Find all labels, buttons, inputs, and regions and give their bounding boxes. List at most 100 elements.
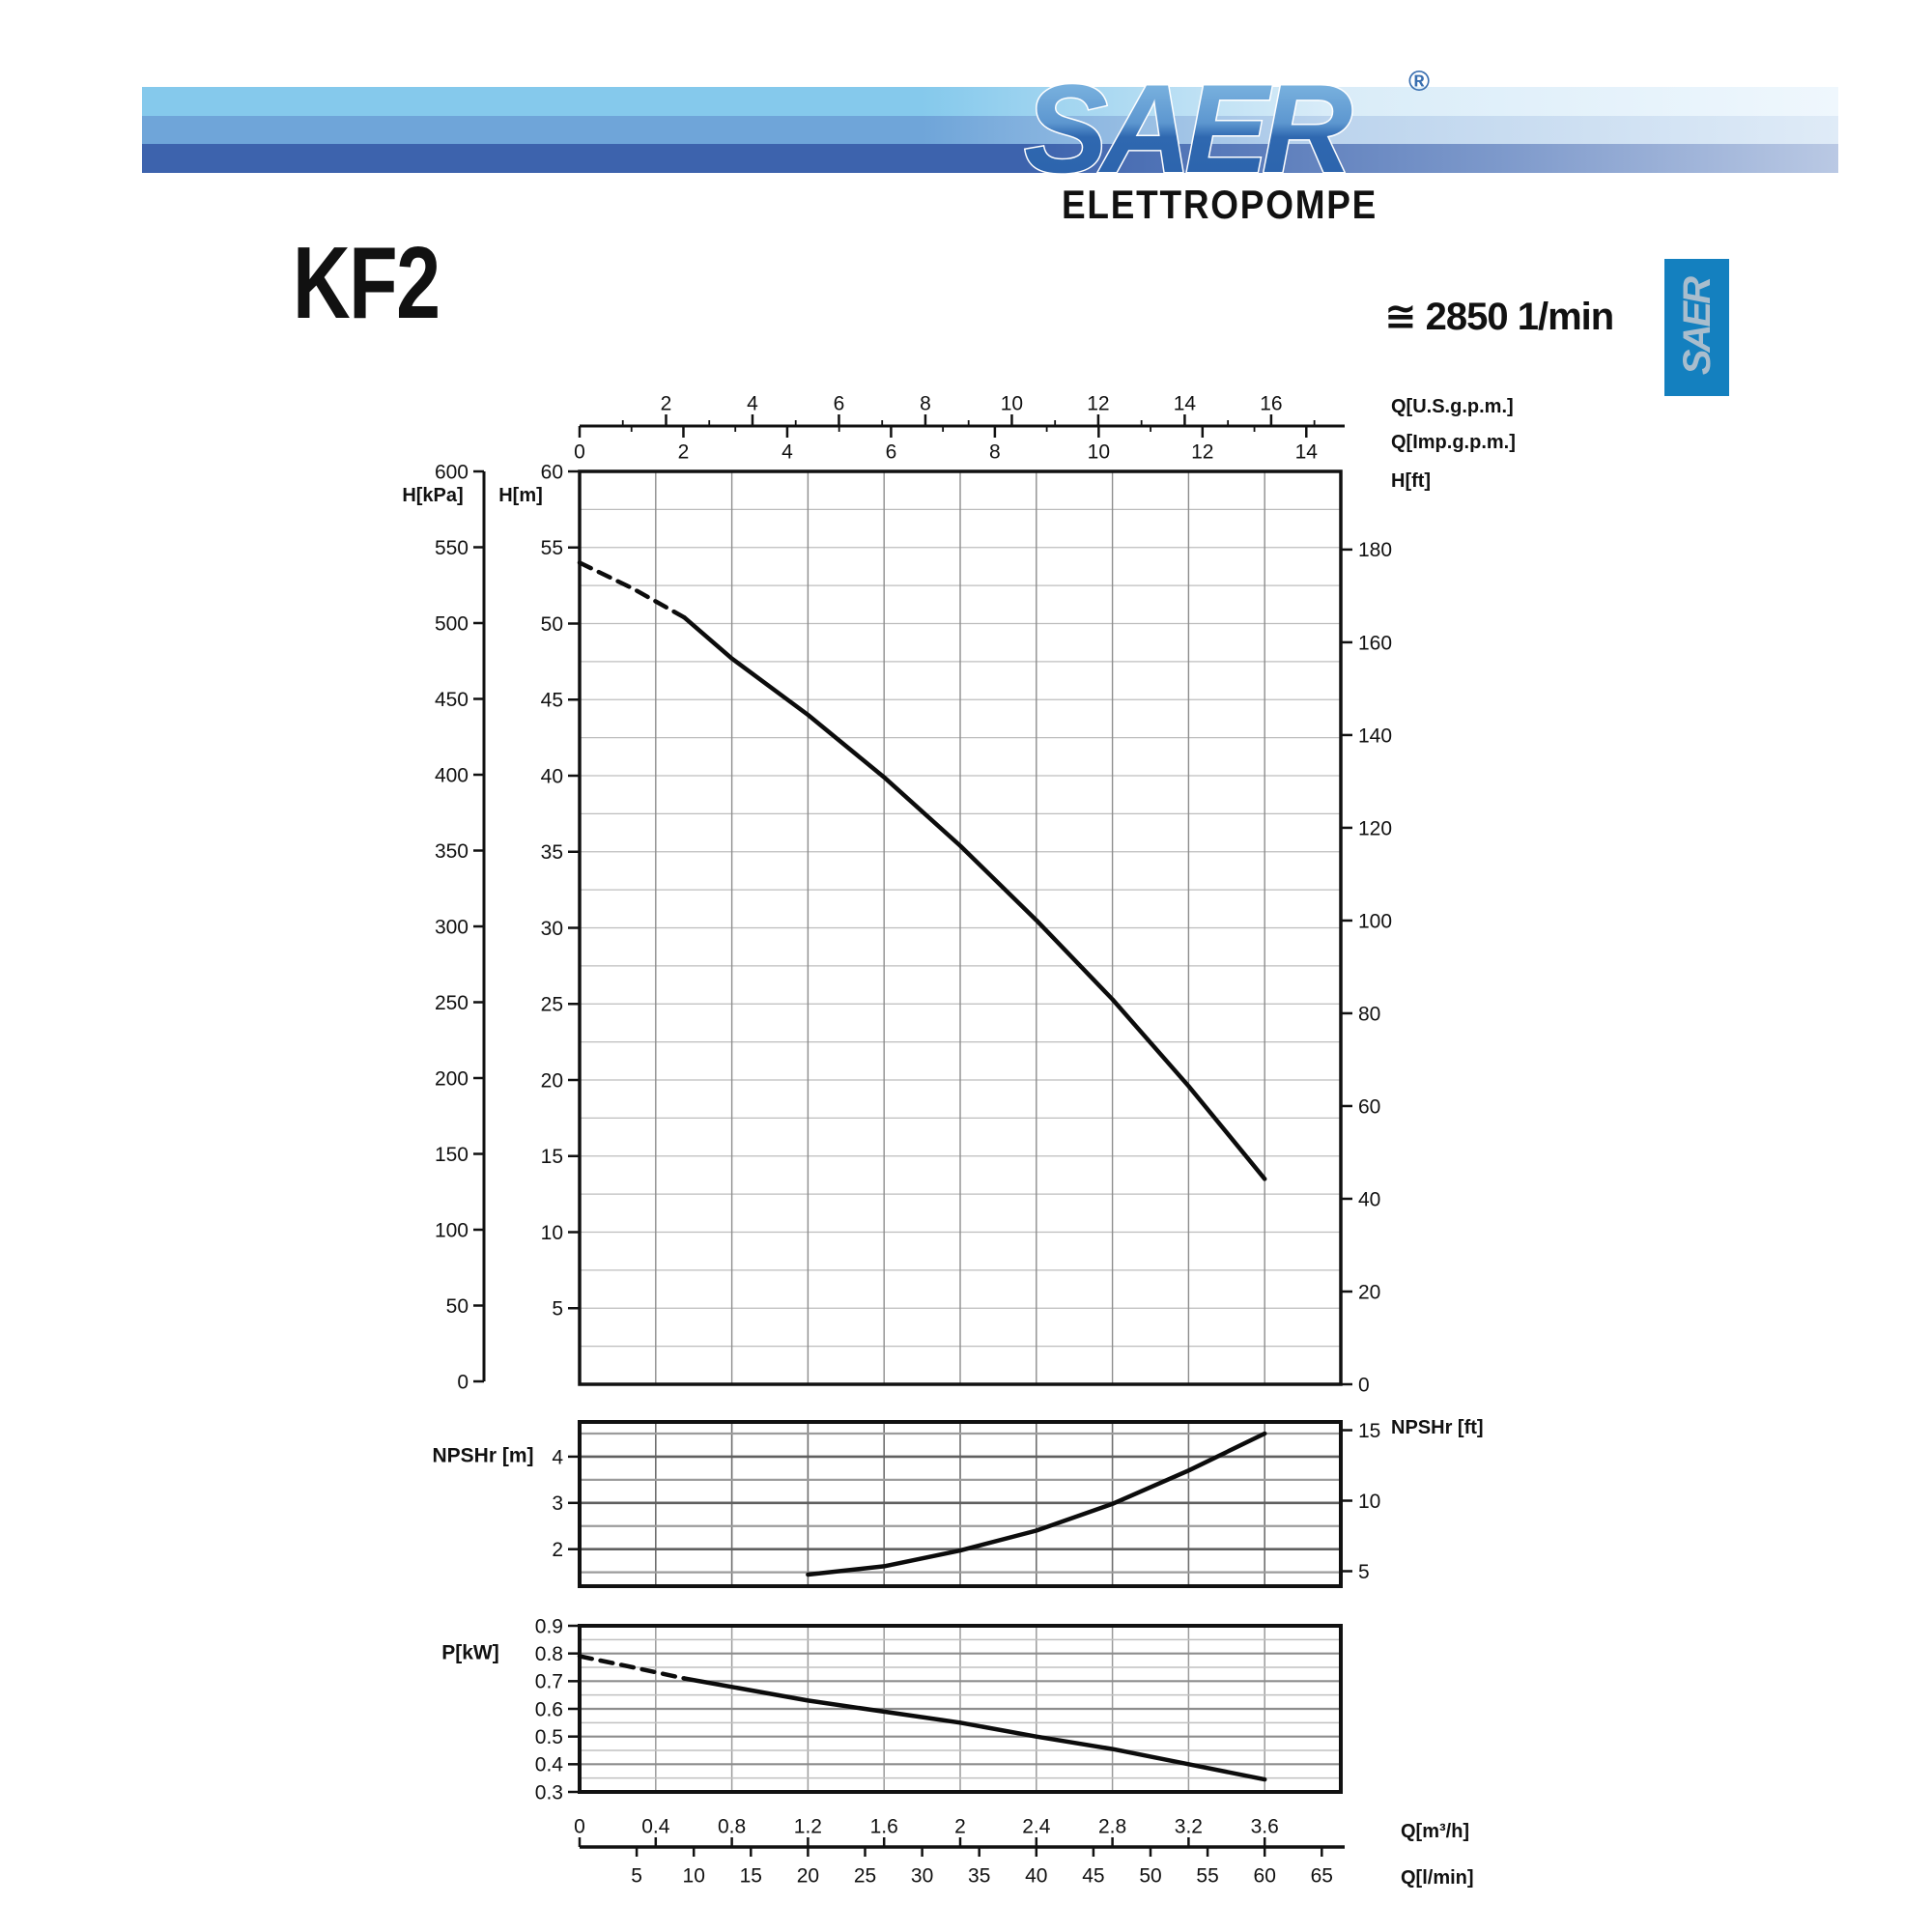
usgpm-tick-label: 2 xyxy=(661,392,672,414)
lmin-tick-label: 10 xyxy=(683,1864,705,1887)
impgpm-tick-label: 6 xyxy=(886,440,897,463)
banner-band-bottom xyxy=(142,144,1838,173)
hq-curve-dashed xyxy=(577,560,687,620)
m3h-tick-label: 2.4 xyxy=(1022,1815,1051,1837)
h-m-tick-label: 15 xyxy=(541,1146,563,1168)
npshr-m-tick-label: 2 xyxy=(552,1539,563,1561)
m3h-tick-label: 0.4 xyxy=(641,1815,670,1837)
power-tick-label: 0.6 xyxy=(535,1698,563,1720)
power-curve xyxy=(682,1676,1267,1782)
axis-unit-qm3h: Q[m³/h] xyxy=(1401,1821,1469,1842)
h-ft-tick-label: 0 xyxy=(1358,1374,1370,1396)
impgpm-tick-label: 8 xyxy=(989,440,1001,463)
impgpm-tick-label: 2 xyxy=(678,440,690,463)
axis-unit-npshr-m: NPSHr [m] xyxy=(432,1444,533,1466)
h-m-tick-label: 20 xyxy=(541,1069,563,1092)
m3h-tick-label: 3.2 xyxy=(1175,1815,1203,1837)
h-kpa-tick-label: 400 xyxy=(435,764,469,786)
m3h-tick-label: 1.6 xyxy=(870,1815,898,1837)
axis-unit-pkw: P[kW] xyxy=(441,1641,499,1663)
m3h-tick-label: 3.6 xyxy=(1251,1815,1279,1837)
lmin-tick-label: 50 xyxy=(1139,1864,1161,1887)
h-m-tick-label: 35 xyxy=(541,841,563,864)
h-m-tick-label: 40 xyxy=(541,765,563,787)
lmin-tick-label: 25 xyxy=(854,1864,876,1887)
hq-curve xyxy=(682,614,1267,1181)
axis-unit-hft: H[ft] xyxy=(1391,470,1431,492)
npshr-m-tick-label: 3 xyxy=(552,1492,563,1515)
brand-subtitle: ELETTROPOMPE xyxy=(1062,182,1378,227)
h-kpa-tick-label: 150 xyxy=(435,1144,469,1166)
banner-band-top xyxy=(142,87,1838,116)
usgpm-tick-label: 10 xyxy=(1001,392,1023,414)
npshr-ft-tick-label: 5 xyxy=(1358,1561,1370,1583)
h-kpa-tick-label: 450 xyxy=(435,689,469,711)
usgpm-tick-label: 14 xyxy=(1174,392,1197,414)
usgpm-tick-label: 16 xyxy=(1260,392,1282,414)
usgpm-tick-label: 8 xyxy=(920,392,931,414)
h-ft-tick-label: 160 xyxy=(1358,632,1392,654)
h-kpa-tick-label: 0 xyxy=(457,1371,469,1393)
m3h-tick-label: 0 xyxy=(574,1815,585,1837)
registered-trademark-icon: ® xyxy=(1408,66,1430,98)
h-ft-tick-label: 180 xyxy=(1358,539,1392,561)
h-kpa-tick-label: 350 xyxy=(435,840,469,863)
power-curve-dashed xyxy=(577,1654,687,1681)
h-kpa-tick-label: 250 xyxy=(435,992,469,1014)
h-m-tick-label: 10 xyxy=(541,1222,563,1244)
lmin-tick-label: 20 xyxy=(797,1864,819,1887)
axis-unit-qlmin: Q[l/min] xyxy=(1401,1867,1474,1889)
h-m-tick-label: 5 xyxy=(552,1298,563,1321)
impgpm-tick-label: 10 xyxy=(1088,440,1110,463)
m3h-tick-label: 2 xyxy=(954,1815,966,1837)
power-tick-label: 0.7 xyxy=(535,1671,563,1693)
impgpm-tick-label: 4 xyxy=(781,440,793,463)
npshr-ft-tick-label: 10 xyxy=(1358,1491,1380,1513)
impgpm-tick-label: 14 xyxy=(1295,440,1319,463)
axis-unit-npshr-ft: NPSHr [ft] xyxy=(1391,1417,1484,1438)
m3h-tick-label: 0.8 xyxy=(718,1815,746,1837)
brand-logo-text: SAER xyxy=(1024,58,1351,197)
h-kpa-tick-label: 300 xyxy=(435,916,469,938)
h-kpa-tick-label: 100 xyxy=(435,1219,469,1241)
power-tick-label: 0.4 xyxy=(535,1754,564,1776)
lmin-tick-label: 45 xyxy=(1082,1864,1104,1887)
axis-unit-hm: H[m] xyxy=(498,485,543,506)
banner-band-middle xyxy=(142,116,1838,144)
power-tick-label: 0.8 xyxy=(535,1643,563,1665)
power-tick-label: 0.5 xyxy=(535,1726,563,1748)
h-m-tick-label: 55 xyxy=(541,537,563,559)
h-m-tick-label: 60 xyxy=(541,461,563,483)
h-kpa-tick-label: 500 xyxy=(435,612,469,635)
lmin-tick-label: 35 xyxy=(968,1864,990,1887)
h-m-tick-label: 50 xyxy=(541,613,563,636)
power-tick-label: 0.3 xyxy=(535,1781,563,1804)
lmin-tick-label: 5 xyxy=(631,1864,642,1887)
axis-unit-usgpm: Q[U.S.g.p.m.] xyxy=(1391,396,1514,417)
impgpm-tick-label: 0 xyxy=(574,440,585,463)
side-tab: SAER xyxy=(1664,259,1729,396)
lmin-tick-label: 15 xyxy=(740,1864,762,1887)
brand-logo: SAER ® xyxy=(1023,57,1431,198)
h-kpa-tick-label: 200 xyxy=(435,1067,469,1090)
lmin-tick-label: 40 xyxy=(1025,1864,1047,1887)
h-m-tick-label: 30 xyxy=(541,918,563,940)
h-kpa-tick-label: 50 xyxy=(446,1295,469,1318)
lmin-tick-label: 65 xyxy=(1311,1864,1333,1887)
npshr-m-tick-label: 4 xyxy=(552,1446,563,1468)
h-ft-tick-label: 100 xyxy=(1358,910,1392,932)
header-banner xyxy=(142,87,1838,173)
axis-unit-hkpa: H[kPa] xyxy=(402,485,463,506)
h-ft-tick-label: 140 xyxy=(1358,724,1392,747)
h-m-tick-label: 25 xyxy=(541,994,563,1016)
m3h-tick-label: 1.2 xyxy=(794,1815,822,1837)
h-m-tick-label: 45 xyxy=(541,690,563,712)
h-kpa-tick-label: 600 xyxy=(435,461,469,483)
h-ft-tick-label: 60 xyxy=(1358,1095,1380,1118)
model-title: KF2 xyxy=(293,226,440,340)
lmin-tick-label: 55 xyxy=(1196,1864,1218,1887)
lmin-tick-label: 60 xyxy=(1254,1864,1276,1887)
impgpm-tick-label: 12 xyxy=(1191,440,1213,463)
power-tick-label: 0.9 xyxy=(535,1615,563,1637)
